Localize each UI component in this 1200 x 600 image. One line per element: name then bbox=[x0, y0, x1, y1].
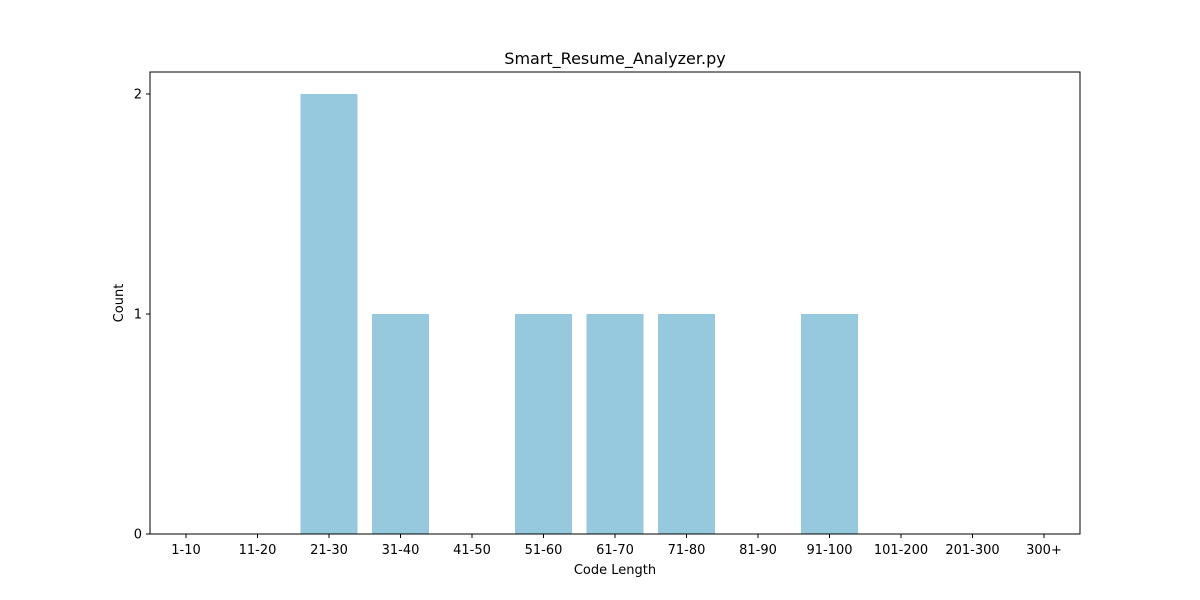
y-tick-label: 2 bbox=[134, 88, 142, 103]
bar-91-100 bbox=[801, 314, 858, 534]
bar-61-70 bbox=[586, 314, 644, 534]
bar-71-80 bbox=[658, 314, 715, 534]
x-tick-label: 21-30 bbox=[310, 543, 348, 558]
x-tick-label: 61-70 bbox=[596, 543, 634, 558]
x-tick-label: 91-100 bbox=[806, 543, 852, 558]
bar-21-30 bbox=[300, 94, 358, 534]
bar-31-40 bbox=[372, 314, 429, 534]
x-tick-label: 41-50 bbox=[453, 543, 491, 558]
x-tick-label: 11-20 bbox=[239, 543, 277, 558]
x-tick-label: 71-80 bbox=[668, 543, 706, 558]
chart-title: Smart_Resume_Analyzer.py bbox=[504, 49, 725, 69]
bars-group bbox=[300, 94, 858, 534]
y-tick-label: 0 bbox=[134, 528, 142, 543]
x-tick-label: 300+ bbox=[1026, 543, 1062, 558]
x-axis-label: Code Length bbox=[574, 563, 656, 578]
x-tick-label: 201-300 bbox=[945, 543, 999, 558]
x-axis: 1-10 11-20 21-30 31-40 41-50 51-60 61-70 71-80 8… bbox=[171, 534, 1062, 558]
x-tick-label: 1-10 bbox=[171, 543, 201, 558]
y-tick-label: 1 bbox=[134, 308, 142, 323]
x-tick-label: 31-40 bbox=[382, 543, 420, 558]
x-tick-label: 81-90 bbox=[739, 543, 777, 558]
y-axis: 0 1 2 bbox=[134, 88, 150, 543]
x-tick-label: 101-200 bbox=[874, 543, 928, 558]
bar-51-60 bbox=[515, 314, 572, 534]
x-tick-label: 51-60 bbox=[525, 543, 563, 558]
y-axis-label: Count bbox=[112, 284, 127, 323]
